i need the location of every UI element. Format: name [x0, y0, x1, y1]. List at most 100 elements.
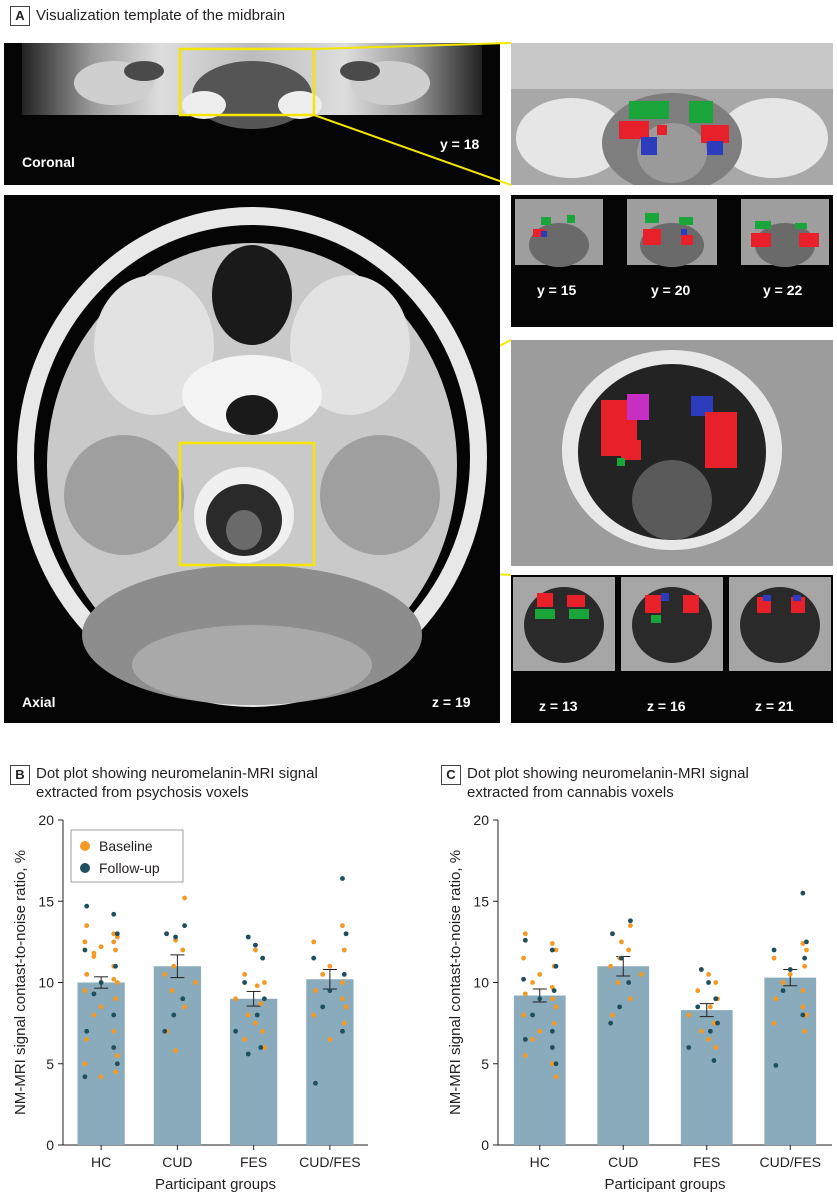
x-tick-label: HC	[91, 1154, 111, 1170]
followup-point	[530, 1012, 535, 1018]
followup-point	[711, 1058, 717, 1063]
inset-label-y15: y = 15	[537, 282, 577, 298]
baseline-point	[182, 895, 187, 901]
followup-point	[553, 1061, 559, 1067]
legend-baseline-marker	[80, 841, 90, 851]
followup-point	[715, 1020, 720, 1026]
baseline-point	[260, 1028, 266, 1034]
followup-point	[773, 1062, 779, 1068]
baseline-point	[615, 980, 621, 985]
baseline-point	[82, 1061, 88, 1067]
baseline-point	[173, 1048, 178, 1054]
baseline-point	[549, 996, 555, 1002]
followup-point	[173, 934, 178, 940]
baseline-point	[780, 980, 786, 985]
axial-zoom-inset	[511, 340, 833, 566]
y-tick-label: 10	[38, 975, 54, 991]
x-tick-label: FES	[693, 1154, 720, 1170]
followup-point	[258, 1045, 264, 1050]
followup-point	[628, 918, 633, 924]
baseline-point	[84, 1036, 90, 1042]
baseline-point	[522, 931, 528, 937]
baseline-point	[537, 1028, 543, 1034]
baseline-point	[91, 950, 97, 956]
inset-label-z21: z = 21	[755, 698, 794, 714]
axial-highlight-box	[178, 441, 316, 567]
axial-label: Axial	[22, 694, 55, 710]
baseline-point	[706, 1036, 711, 1042]
baseline-point	[111, 1028, 117, 1034]
y-tick-label: 5	[481, 1056, 489, 1072]
baseline-point	[553, 1004, 559, 1010]
followup-point	[787, 967, 793, 972]
x-tick-label: FES	[240, 1154, 267, 1170]
panel-b-letter: B	[10, 765, 30, 785]
y-tick-label: 5	[46, 1056, 54, 1072]
baseline-point	[98, 1004, 104, 1010]
baseline-point	[638, 971, 644, 977]
followup-point	[111, 911, 117, 917]
followup-point	[553, 963, 559, 969]
inset-z21	[729, 577, 831, 671]
baseline-point	[549, 1061, 555, 1067]
followup-point	[114, 931, 120, 937]
followup-point	[311, 955, 317, 961]
followup-point	[91, 991, 97, 997]
bar-fes	[680, 1010, 733, 1145]
y-axis-title: NM-MRI signal contast-to-noise ratio, %	[12, 850, 29, 1115]
baseline-point	[262, 980, 267, 985]
coronal-small-insets: y = 15 y = 20 y = 22	[511, 195, 833, 327]
baseline-point	[182, 1004, 187, 1010]
baseline-point	[551, 1020, 557, 1026]
baseline-point	[311, 939, 317, 945]
followup-point	[771, 947, 777, 953]
inset-label-y20: y = 20	[651, 282, 691, 298]
followup-point	[180, 996, 186, 1002]
followup-point	[780, 988, 786, 994]
bar-cud	[153, 966, 202, 1145]
baseline-point	[98, 944, 104, 950]
axial-small-insets: z = 13 z = 16 z = 21	[511, 575, 833, 723]
baseline-point	[113, 947, 118, 953]
baseline-point	[628, 923, 633, 929]
axial-slice-label: z = 19	[432, 694, 471, 710]
baseline-point	[180, 947, 186, 953]
baseline-point	[698, 1028, 704, 1034]
baseline-point	[713, 980, 719, 985]
baseline-point	[169, 988, 175, 994]
followup-point	[84, 903, 90, 909]
chart-c: 0 5 10 15 20 HC CUD FES CUD/FES Participant group…	[447, 812, 832, 1193]
followup-point	[608, 1020, 614, 1026]
followup-point	[698, 967, 704, 972]
followup-point	[233, 1028, 239, 1034]
baseline-point	[802, 1028, 808, 1034]
bar-cud	[597, 966, 650, 1145]
baseline-point	[773, 996, 779, 1002]
baseline-point	[242, 971, 248, 977]
inset-y20	[627, 199, 717, 267]
bar-hc	[513, 995, 566, 1145]
followup-point	[340, 876, 345, 881]
followup-point	[260, 955, 266, 961]
legend-box	[70, 829, 184, 883]
panel-b-title-line1: Dot plot showing neuromelanin-MRI signal	[36, 765, 318, 782]
followup-point	[549, 947, 555, 953]
baseline-point	[245, 1012, 251, 1018]
followup-point	[619, 955, 624, 961]
followup-point	[551, 988, 557, 994]
followup-point	[341, 971, 347, 977]
baseline-point	[242, 1036, 248, 1042]
baseline-point	[522, 1053, 528, 1059]
followup-point	[111, 1045, 117, 1050]
panel-c-letter: C	[441, 765, 461, 785]
baseline-point	[82, 988, 88, 994]
baseline-point	[610, 1012, 615, 1018]
followup-point	[343, 931, 349, 937]
baseline-point	[162, 971, 168, 977]
followup-point	[245, 1051, 251, 1057]
bar-cud-fes	[306, 979, 354, 1145]
baseline-point	[800, 1004, 806, 1010]
legend-baseline-label: Baseline	[99, 838, 153, 854]
baseline-point	[553, 947, 559, 953]
followup-point	[626, 980, 632, 985]
